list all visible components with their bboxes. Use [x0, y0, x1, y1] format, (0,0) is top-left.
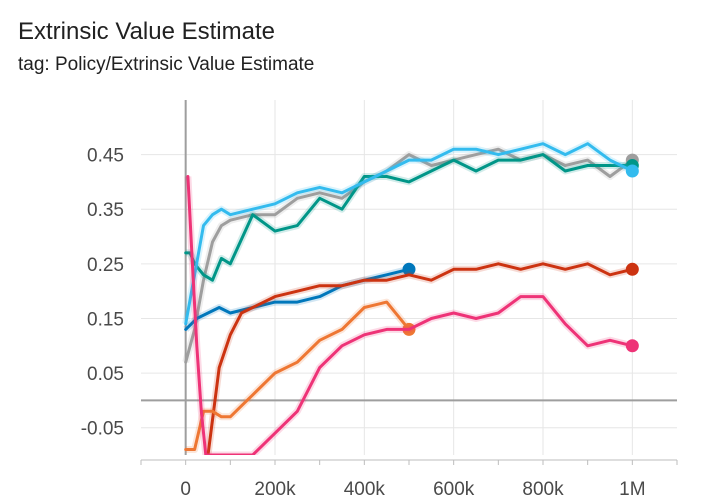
x-tick-label: 600k	[433, 479, 475, 500]
series-line-1	[184, 153, 634, 282]
series-end-marker-6	[625, 339, 639, 353]
series-line-6	[186, 175, 634, 455]
y-tick-label: 0.35	[87, 200, 124, 221]
x-tick-label: 400k	[344, 479, 386, 500]
series-end-marker-3	[402, 262, 416, 276]
series-line-2	[184, 142, 634, 326]
x-tick-label: 1M	[619, 479, 645, 500]
y-tick-label: 0.15	[87, 309, 124, 330]
y-tick-label: 0.05	[87, 364, 124, 385]
x-tick-label: 0	[180, 479, 191, 500]
series-halo-4	[204, 260, 634, 455]
y-tick-label: 0.45	[87, 146, 124, 167]
y-tick-label: 0.25	[87, 255, 124, 276]
x-tick-label: 800k	[522, 479, 564, 500]
chart-title: Extrinsic Value Estimate	[18, 18, 275, 45]
series-line-4	[206, 262, 634, 455]
chart-subtitle: tag: Policy/Extrinsic Value Estimate	[18, 54, 315, 75]
x-tick-label: 200k	[254, 479, 296, 500]
y-tick-label: -0.05	[81, 419, 124, 440]
series-line-5	[184, 300, 411, 451]
series-end-marker-4	[625, 262, 639, 276]
series-end-marker-2	[625, 164, 639, 178]
